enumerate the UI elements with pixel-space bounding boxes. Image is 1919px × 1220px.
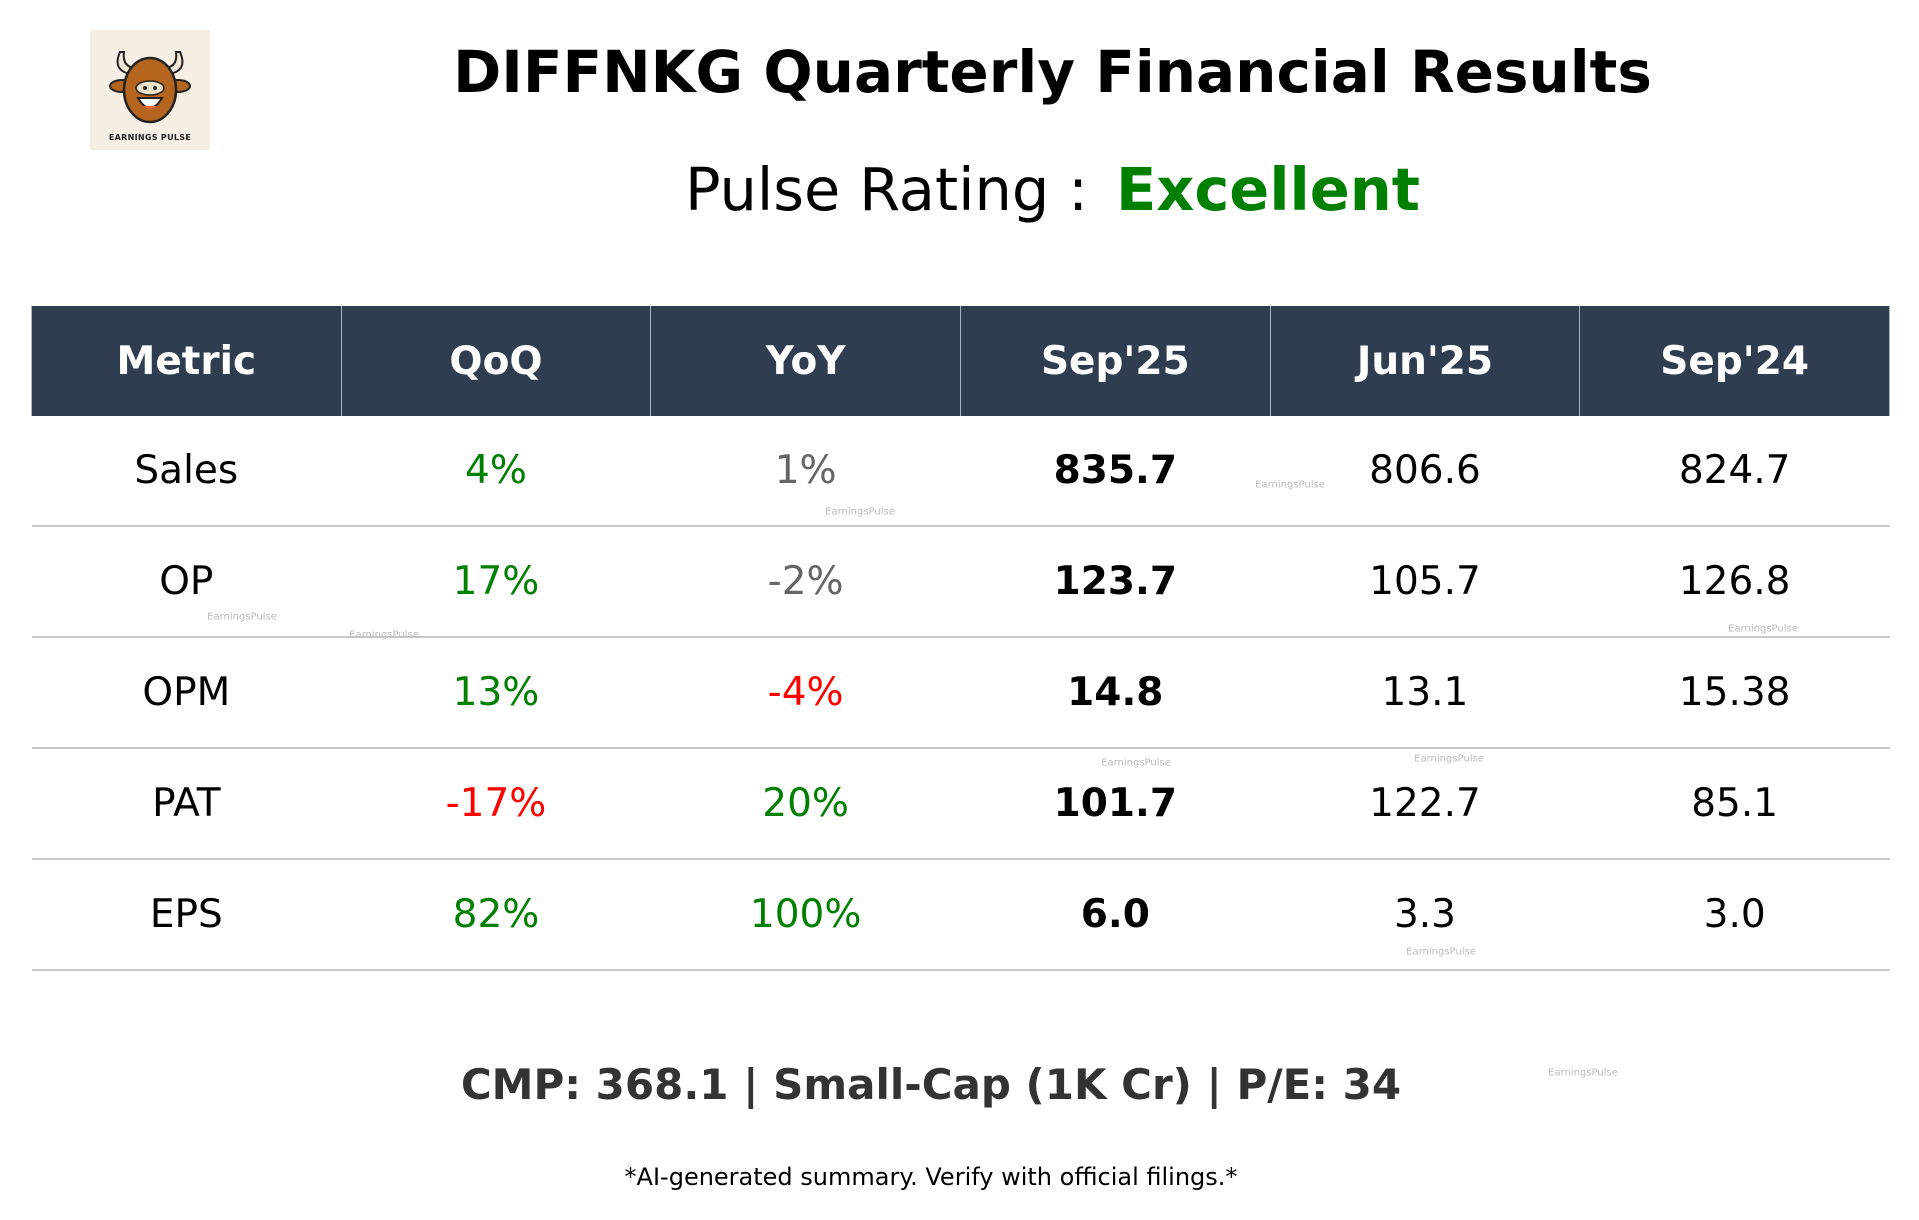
sep24-cell: 3.0 — [1579, 859, 1890, 971]
market-summary: CMP: 368.1 | Small-Cap (1K Cr) | P/E: 34 — [460, 1060, 1402, 1109]
jun25-cell: 806.6 — [1270, 416, 1580, 527]
column-header: Sep'25 — [959, 306, 1271, 416]
jun25-cell: 105.7 — [1270, 526, 1580, 638]
qoq-cell: -17% — [341, 748, 651, 860]
metric-cell: OPM — [31, 637, 342, 749]
yoy-cell: 100% — [650, 859, 961, 971]
watermark: EarningsPulse — [825, 506, 895, 518]
rating-value: Excellent — [1115, 155, 1420, 224]
results-table: Metric QoQ YoY Sep'25 Jun'25 Sep'24 Sale… — [31, 306, 1890, 971]
metric-cell: Sales — [31, 416, 342, 527]
sep24-cell: 824.7 — [1579, 416, 1890, 527]
watermark: EarningsPulse — [1728, 623, 1798, 635]
sep25-cell: 123.7 — [960, 526, 1271, 638]
column-header: YoY — [650, 306, 961, 416]
table-header: Metric QoQ YoY Sep'25 Jun'25 Sep'24 — [31, 306, 1890, 416]
qoq-cell: 82% — [341, 859, 651, 971]
sep25-cell: 6.0 — [960, 859, 1271, 971]
table-row: EPS 82% 100% 6.0 3.3 3.0 — [31, 859, 1890, 971]
sep24-cell: 85.1 — [1579, 748, 1890, 860]
logo-text: EARNINGS PULSE — [108, 133, 192, 142]
metric-cell: EPS — [31, 859, 342, 971]
logo: EARNINGS PULSE — [90, 30, 210, 150]
sep25-cell: 14.8 — [960, 637, 1271, 749]
watermark: EarningsPulse — [1101, 757, 1171, 769]
jun25-cell: 13.1 — [1270, 637, 1580, 749]
sep24-cell: 126.8 — [1579, 526, 1890, 638]
disclaimer: *AI-generated summary. Verify with offic… — [624, 1163, 1238, 1191]
yoy-cell: -4% — [650, 637, 961, 749]
column-header: Jun'25 — [1269, 306, 1581, 416]
qoq-cell: 17% — [341, 526, 651, 638]
watermark: EarningsPulse — [349, 629, 419, 641]
table-row: OPM 13% -4% 14.8 13.1 15.38 — [31, 637, 1890, 749]
column-header: Sep'24 — [1579, 306, 1890, 416]
table-row: PAT -17% 20% 101.7 122.7 85.1 — [31, 748, 1890, 860]
pulse-rating: Pulse Rating : Excellent — [0, 155, 1919, 224]
column-header: Metric — [31, 306, 342, 416]
jun25-cell: 122.7 — [1270, 748, 1580, 860]
yoy-cell: 1% — [650, 416, 961, 527]
jun25-cell: 3.3 — [1270, 859, 1580, 971]
metric-cell: PAT — [31, 748, 342, 860]
qoq-cell: 4% — [341, 416, 651, 527]
sep25-cell: 101.7 — [960, 748, 1271, 860]
watermark: EarningsPulse — [1406, 946, 1476, 958]
watermark: EarningsPulse — [1255, 479, 1325, 491]
sep25-cell: 835.7 — [960, 416, 1271, 527]
yoy-cell: 20% — [650, 748, 961, 860]
yoy-cell: -2% — [650, 526, 961, 638]
column-header: QoQ — [340, 306, 652, 416]
metric-cell: OP — [31, 526, 342, 638]
page-title: DIFFNKG Quarterly Financial Results — [453, 38, 1652, 106]
watermark: EarningsPulse — [207, 611, 277, 623]
watermark: EarningsPulse — [1548, 1067, 1618, 1079]
table-row: OP 17% -2% 123.7 105.7 126.8 — [31, 526, 1890, 638]
sep24-cell: 15.38 — [1579, 637, 1890, 749]
table-row: Sales 4% 1% 835.7 806.6 824.7 — [31, 416, 1890, 527]
watermark: EarningsPulse — [1414, 753, 1484, 765]
rating-label: Pulse Rating : — [684, 155, 1088, 224]
qoq-cell: 13% — [341, 637, 651, 749]
bull-icon — [109, 51, 191, 124]
